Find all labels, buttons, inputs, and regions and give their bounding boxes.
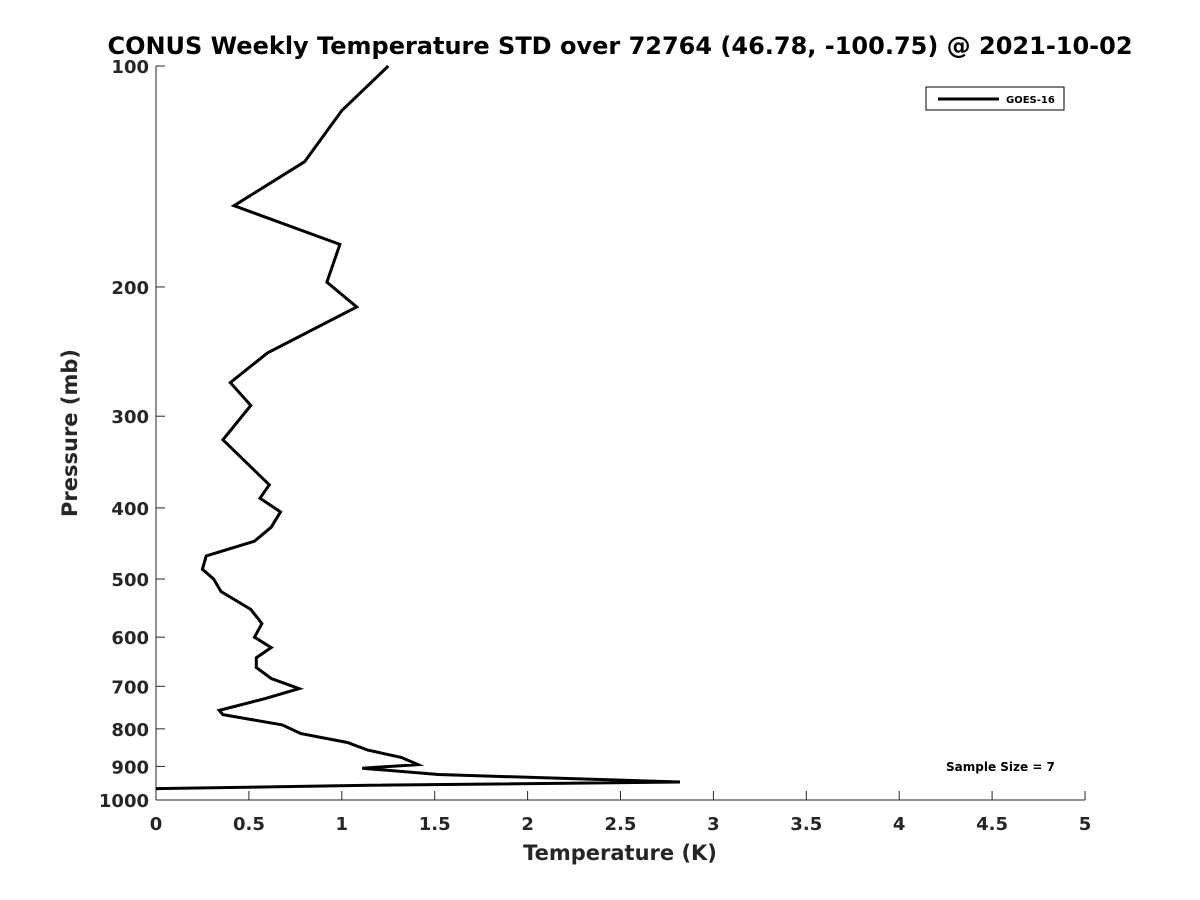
x-tick-label: 4 — [893, 814, 906, 835]
y-tick-label: 500 — [111, 570, 149, 591]
x-tick-label: 3.5 — [790, 814, 822, 835]
x-tick-label: 2 — [521, 814, 534, 835]
x-tick-label: 1 — [336, 814, 349, 835]
sample-size-annotation: Sample Size = 7 — [946, 760, 1055, 774]
legend-series-label: GOES-16 — [1006, 95, 1055, 106]
x-tick-label: 0.5 — [233, 814, 265, 835]
y-tick-label: 900 — [111, 757, 149, 778]
chart-title: CONUS Weekly Temperature STD over 72764 … — [107, 32, 1132, 60]
legend: GOES-16 — [925, 86, 1065, 111]
y-tick-label: 400 — [111, 499, 149, 520]
y-tick-label: 200 — [111, 278, 149, 299]
plot-area: 0 0.5 1 1.5 2 2.5 3 3.5 4 4.5 5 100 200 300 400 500 600 7… — [99, 57, 1091, 835]
y-tick-label: 100 — [111, 57, 149, 78]
series-line-0 — [155, 64, 681, 791]
x-tick-label: 0 — [150, 814, 163, 835]
y-axis-label: Pressure (mb) — [58, 349, 82, 517]
x-tick-label: 4.5 — [976, 814, 1008, 835]
y-tick-label: 800 — [111, 720, 149, 741]
x-tick-label: 2.5 — [605, 814, 637, 835]
y-tick-label: 1000 — [99, 791, 149, 812]
y-tick-label: 300 — [111, 407, 149, 428]
x-tick-label: 5 — [1079, 814, 1092, 835]
y-tick-label: 700 — [111, 677, 149, 698]
x-tick-label: 3 — [707, 814, 720, 835]
y-tick-label: 600 — [111, 628, 149, 649]
x-tick-label: 1.5 — [419, 814, 451, 835]
x-axis-label: Temperature (K) — [523, 841, 717, 865]
